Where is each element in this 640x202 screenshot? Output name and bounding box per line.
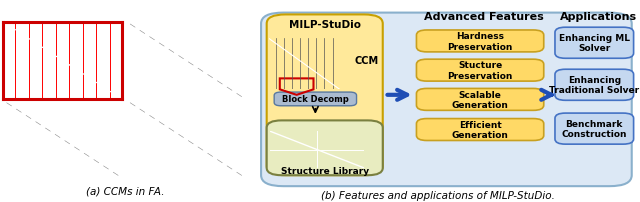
Text: Enhancing ML
Solver: Enhancing ML Solver — [559, 34, 630, 53]
FancyBboxPatch shape — [417, 89, 544, 111]
Text: Enhancing
Traditional Solver: Enhancing Traditional Solver — [549, 76, 639, 95]
Text: Structure Library: Structure Library — [281, 166, 369, 175]
Text: (a) CCMs in FA.: (a) CCMs in FA. — [86, 186, 164, 196]
Text: Applications: Applications — [559, 12, 637, 22]
FancyBboxPatch shape — [555, 70, 634, 101]
Text: MILP-StuDio: MILP-StuDio — [289, 19, 361, 29]
FancyBboxPatch shape — [417, 60, 544, 82]
FancyBboxPatch shape — [417, 31, 544, 53]
Text: (b) Features and applications of MILP-StuDio.: (b) Features and applications of MILP-St… — [321, 190, 556, 200]
Text: CCM: CCM — [355, 56, 379, 66]
FancyBboxPatch shape — [417, 119, 544, 141]
Text: Scalable
Generation: Scalable Generation — [452, 90, 509, 109]
FancyBboxPatch shape — [274, 93, 356, 106]
Text: Efficient
Generation: Efficient Generation — [452, 120, 509, 140]
FancyBboxPatch shape — [267, 121, 383, 175]
FancyBboxPatch shape — [261, 14, 632, 186]
FancyBboxPatch shape — [267, 15, 383, 175]
FancyBboxPatch shape — [555, 114, 634, 144]
Text: Advanced Features: Advanced Features — [424, 12, 544, 22]
Text: Benchmark
Construction: Benchmark Construction — [561, 119, 627, 139]
Text: Stucture
Preservation: Stucture Preservation — [447, 61, 513, 80]
FancyBboxPatch shape — [555, 28, 634, 59]
Text: Hardness
Preservation: Hardness Preservation — [447, 32, 513, 51]
Text: Block Decomp: Block Decomp — [282, 95, 349, 104]
